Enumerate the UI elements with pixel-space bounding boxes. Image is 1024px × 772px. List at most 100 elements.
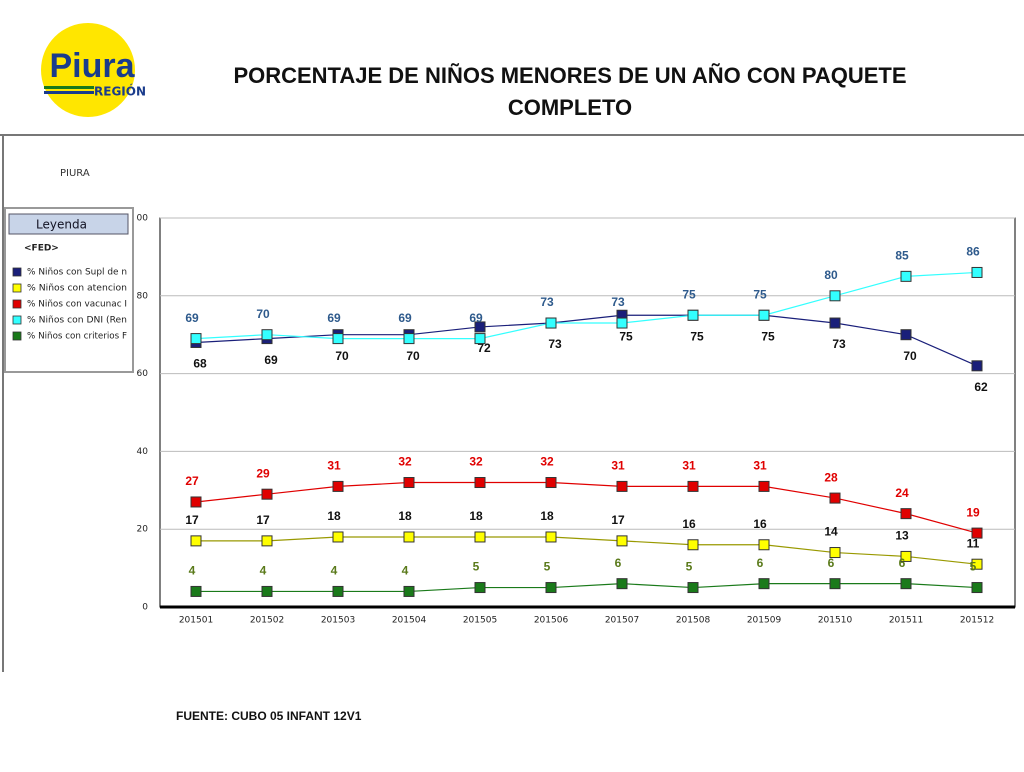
series-line [195, 481, 978, 534]
data-label: 73 [540, 295, 554, 309]
legend-label: % Niños con DNI (Ren [27, 316, 127, 326]
data-label: 32 [540, 455, 554, 469]
data-label: 24 [895, 486, 909, 500]
legend-label: % Niños con atencion [27, 284, 127, 294]
data-label: 27 [185, 474, 199, 488]
data-label: 62 [974, 380, 988, 394]
data-point [403, 585, 415, 597]
data-point [190, 585, 202, 597]
x-tick-label: 201509 [747, 616, 782, 626]
data-point [900, 270, 912, 282]
data-point [829, 492, 841, 504]
data-point [403, 333, 415, 345]
data-point [829, 578, 841, 590]
logo-stripe [44, 86, 94, 89]
data-label: 17 [256, 513, 270, 527]
legend-swatch [12, 299, 22, 309]
data-label: 31 [682, 459, 696, 473]
data-point [545, 582, 557, 594]
data-point [261, 535, 273, 547]
data-point [474, 321, 486, 333]
data-label: 6 [757, 556, 764, 570]
data-label: 69 [264, 353, 278, 367]
data-label: 70 [335, 349, 349, 363]
data-label: 6 [899, 556, 906, 570]
data-label: 31 [753, 459, 767, 473]
data-point [900, 578, 912, 590]
data-label: 73 [548, 337, 562, 351]
data-label: 68 [193, 357, 207, 371]
data-label: 69 [327, 311, 341, 325]
data-point [332, 585, 344, 597]
data-point [545, 531, 557, 543]
source-note: FUENTE: CUBO 05 INFANT 12V1 [176, 709, 362, 723]
data-label: 70 [256, 307, 270, 321]
legend-swatch [12, 315, 22, 325]
legend-label: % Niños con Supl de n [27, 268, 127, 278]
data-label: 4 [260, 564, 267, 578]
y-tick-label: 80 [137, 291, 149, 301]
title-box: PORCENTAJE DE NIÑOS MENORES DE UN AÑO CO… [233, 63, 907, 120]
data-label: 72 [477, 341, 491, 355]
legend-swatch [12, 283, 22, 293]
data-point [900, 329, 912, 341]
data-point [261, 488, 273, 500]
data-point [403, 531, 415, 543]
data-label: 29 [256, 466, 270, 480]
legend-header [8, 213, 129, 235]
chart-subtitle: PIURA [60, 168, 90, 179]
data-label: 16 [753, 517, 767, 531]
data-point [829, 290, 841, 302]
data-point [687, 582, 699, 594]
data-point [758, 309, 770, 321]
data-label: 32 [398, 455, 412, 469]
chart-title: PORCENTAJE DE NIÑOS MENORES DE UN AÑO CO… [233, 63, 907, 120]
data-point [403, 477, 415, 489]
y-tick-label: 0 [142, 603, 148, 613]
data-label: 4 [331, 564, 338, 578]
data-label: 18 [327, 509, 341, 523]
series-line [195, 314, 978, 367]
data-point [829, 547, 841, 559]
data-label: 69 [185, 311, 199, 325]
data-label: 5 [970, 560, 977, 574]
legend-label: % Niños con vacunac I [27, 300, 127, 310]
data-label: 5 [686, 560, 693, 574]
x-tick-label: 201505 [463, 616, 497, 626]
data-label: 17 [611, 513, 625, 527]
y-tick-label: 60 [137, 369, 149, 379]
data-label: 69 [469, 311, 483, 325]
legend-filter: <FED> [24, 244, 59, 254]
x-tick-label: 201502 [250, 616, 284, 626]
x-tick-label: 201504 [392, 616, 427, 626]
data-point [758, 578, 770, 590]
data-label: 73 [611, 295, 625, 309]
data-point [474, 333, 486, 345]
data-label: 6 [615, 556, 622, 570]
data-point [687, 309, 699, 321]
data-point [758, 480, 770, 492]
data-point [190, 333, 202, 345]
data-point [687, 480, 699, 492]
data-label: 70 [406, 349, 420, 363]
data-point [687, 539, 699, 551]
data-label: 11 [967, 536, 980, 550]
y-tick-label: 20 [137, 525, 149, 535]
legend-title: Leyenda [36, 218, 87, 232]
series-line [196, 536, 978, 565]
legend-label: % Niños con criterios F [27, 332, 127, 342]
data-point [616, 535, 628, 547]
legend-swatch [12, 331, 22, 341]
data-label: 75 [619, 329, 633, 343]
data-point [332, 333, 344, 345]
data-label: 18 [540, 509, 554, 523]
logo-stripe [44, 91, 94, 94]
data-point [190, 535, 202, 547]
data-point [971, 582, 983, 594]
x-tick-label: 201510 [818, 616, 853, 626]
data-point [900, 550, 912, 562]
data-point [971, 360, 983, 372]
data-point [545, 477, 557, 489]
data-point [758, 539, 770, 551]
data-point [616, 317, 628, 329]
